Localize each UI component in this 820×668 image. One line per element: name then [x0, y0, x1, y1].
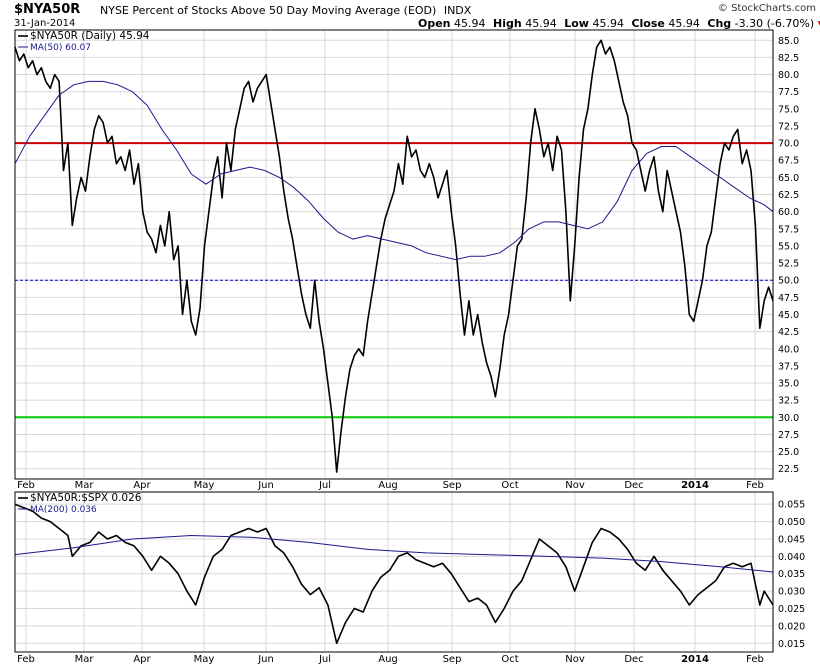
y-tick-label: 55.0 — [778, 241, 799, 252]
x-tick-label: Jul — [318, 480, 331, 491]
y-tick-label: 80.0 — [778, 70, 799, 81]
exchange-text: INDX — [443, 4, 472, 17]
x-tick-label: Apr — [133, 480, 151, 491]
moving-average-line — [14, 535, 774, 573]
y-tick-label: 57.5 — [778, 224, 799, 235]
y-tick-label: 40.0 — [778, 344, 799, 355]
y-tick-label: 30.0 — [778, 413, 799, 424]
x-tick-label: Dec — [624, 480, 643, 491]
x-tick-label: Jun — [257, 654, 274, 665]
chg-label: Chg — [707, 17, 732, 30]
x-tick-label: 2014 — [681, 654, 709, 665]
x-tick-label: Feb — [17, 480, 35, 491]
ohlc-readout: Open 45.94 High 45.94 Low 45.94 Close 45… — [418, 17, 820, 30]
ratio-panel: Feb Mar Apr May Jun Jul Aug Sep Oct Nov Dec 2014 Feb… — [14, 491, 805, 665]
x-tick-label: Sep — [443, 480, 462, 491]
high-value: 45.94 — [525, 17, 557, 30]
symbol-title: $NYA50R — [14, 2, 81, 17]
brand-logo: © StockCharts.com — [717, 3, 816, 14]
x-tick-label: Aug — [378, 480, 398, 491]
x-tick-label: Feb — [746, 654, 764, 665]
y-tick-label: 0.050 — [778, 517, 805, 528]
legend-entry: $NYA50R:$SPX 0.026 — [30, 492, 142, 504]
close-value: 45.94 — [668, 17, 700, 30]
y-tick-label: 37.5 — [778, 361, 799, 372]
x-tick-label: Oct — [501, 654, 518, 665]
y-tick-label: 52.5 — [778, 259, 799, 270]
y-tick-label: 0.045 — [778, 534, 805, 545]
open-label: Open — [418, 17, 451, 30]
low-value: 45.94 — [592, 17, 624, 30]
y-tick-label: 42.5 — [778, 327, 799, 338]
x-tick-label: Aug — [378, 654, 398, 665]
open-value: 45.94 — [454, 17, 486, 30]
chart-description: NYSE Percent of Stocks Above 50 Day Movi… — [100, 4, 471, 17]
x-tick-label: Feb — [746, 480, 764, 491]
y-tick-label: 0.025 — [778, 604, 805, 615]
low-label: Low — [564, 17, 589, 30]
y-tick-label: 77.5 — [778, 87, 799, 98]
x-tick-label: Mar — [75, 654, 95, 665]
y-tick-label: 0.015 — [778, 639, 805, 650]
x-tick-label: Apr — [133, 654, 151, 665]
down-arrow-icon: ▼ — [818, 20, 820, 30]
date-label: 31-Jan-2014 — [14, 18, 76, 29]
y-tick-label: 65.0 — [778, 173, 799, 184]
y-tick-label: 72.5 — [778, 121, 799, 132]
y-tick-label: 60.0 — [778, 207, 799, 218]
y-tick-label: 22.5 — [778, 464, 799, 475]
x-tick-label: 2014 — [681, 480, 709, 491]
y-tick-label: 62.5 — [778, 190, 799, 201]
x-tick-label: Jun — [257, 480, 274, 491]
panel-frame — [14, 491, 774, 653]
y-tick-label: 45.0 — [778, 310, 799, 321]
x-tick-label: May — [194, 654, 215, 665]
y-tick-label: 75.0 — [778, 104, 799, 115]
y-tick-label: 27.5 — [778, 430, 799, 441]
x-tick-label: Mar — [75, 480, 95, 491]
high-label: High — [493, 17, 522, 30]
x-tick-label: Dec — [624, 654, 643, 665]
legend-entry: MA(200) 0.036 — [30, 505, 97, 515]
x-tick-label: Nov — [565, 654, 585, 665]
x-tick-label: Jul — [318, 654, 331, 665]
legend-entry: $NYA50R (Daily) 45.94 — [30, 30, 150, 42]
price-series-line — [14, 39, 774, 473]
x-tick-label: Feb — [17, 654, 35, 665]
x-tick-label: Nov — [565, 480, 585, 491]
chg-value: -3.30 (-6.70%) — [734, 17, 815, 30]
y-tick-label: 0.035 — [778, 569, 805, 580]
y-tick-label: 35.0 — [778, 379, 799, 390]
x-tick-label: Sep — [443, 654, 462, 665]
description-text: NYSE Percent of Stocks Above 50 Day Movi… — [100, 4, 437, 17]
x-tick-label: Oct — [501, 480, 518, 491]
y-tick-label: 0.030 — [778, 587, 805, 598]
y-tick-label: 0.040 — [778, 552, 805, 563]
main-panel: Feb Mar Apr May Jun Jul Aug Sep Oct Nov Dec 2014 Feb… — [14, 29, 799, 491]
y-tick-label: 25.0 — [778, 447, 799, 458]
y-tick-label: 50.0 — [778, 276, 799, 287]
panel-frame — [14, 29, 774, 480]
y-tick-label: 0.020 — [778, 621, 805, 632]
moving-average-line — [14, 80, 774, 261]
y-tick-label: 82.5 — [778, 53, 799, 64]
legend-entry: MA(50) 60.07 — [30, 43, 91, 53]
y-tick-label: 0.055 — [778, 500, 805, 511]
y-tick-label: 67.5 — [778, 156, 799, 167]
close-label: Close — [631, 17, 665, 30]
y-tick-label: 32.5 — [778, 396, 799, 407]
y-tick-label: 47.5 — [778, 293, 799, 304]
y-tick-label: 85.0 — [778, 36, 799, 47]
y-tick-label: 70.0 — [778, 139, 799, 150]
x-tick-label: May — [194, 480, 215, 491]
